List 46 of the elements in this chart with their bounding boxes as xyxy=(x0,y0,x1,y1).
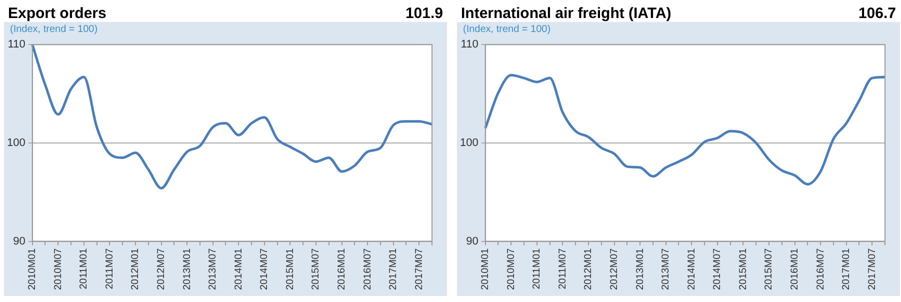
chart-title: Export orders xyxy=(8,5,106,22)
x-tick-label: 2014M01 xyxy=(686,248,698,290)
x-tick-label: 2012M01 xyxy=(130,248,142,290)
x-tick-label: 2015M01 xyxy=(738,248,749,290)
x-tick-label: 2011M01 xyxy=(78,248,90,290)
chart-title: International air freight (IATA) xyxy=(461,5,672,22)
x-tick-label: 2014M01 xyxy=(233,248,244,290)
x-tick-label: 2010M07 xyxy=(52,248,64,290)
x-tick-label: 2011M07 xyxy=(557,248,568,290)
x-tick-label: 2016M01 xyxy=(790,248,801,290)
x-tick-label: 2010M01 xyxy=(27,248,38,290)
y-tick-label: 110 xyxy=(8,38,26,51)
x-tick-label: 2010M01 xyxy=(480,248,492,290)
x-tick-label: 2016M01 xyxy=(336,248,348,290)
x-tick-label: 2010M07 xyxy=(506,248,517,290)
text: 101.9 xyxy=(405,5,443,22)
x-tick-label: 2015M07 xyxy=(310,248,322,290)
x-tick-label: 2014M07 xyxy=(712,248,724,290)
x-tick-label: 2014M07 xyxy=(259,248,270,290)
x-tick-label: 2017M07 xyxy=(866,248,878,290)
text: 106.7 xyxy=(858,5,896,22)
x-tick-label: 2011M07 xyxy=(104,248,116,290)
x-tick-label: 2015M01 xyxy=(284,248,296,290)
x-tick-label: 2013M07 xyxy=(208,248,219,290)
x-tick-label: 2013M01 xyxy=(182,248,193,290)
y-tick-label: 90 xyxy=(13,235,26,248)
x-tick-label: 2017M01 xyxy=(841,248,852,290)
x-tick-label: 2016M07 xyxy=(815,248,826,290)
x-tick-label: 2015M07 xyxy=(764,248,775,290)
x-tick-label: 2013M01 xyxy=(634,248,646,290)
x-tick-label: 2013M07 xyxy=(660,248,672,290)
y-tick-label: 100 xyxy=(6,136,26,149)
x-tick-label: 2012M07 xyxy=(609,248,620,290)
x-tick-label: 2011M01 xyxy=(532,248,543,290)
x-tick-label: 2012M01 xyxy=(583,248,594,290)
x-tick-label: 2016M07 xyxy=(362,248,374,290)
line-series xyxy=(484,74,886,186)
x-tick-label: 2017M01 xyxy=(388,248,400,290)
chart-subtitle: (Index, trend = 100) xyxy=(9,23,99,35)
line-series xyxy=(31,44,434,190)
y-tick-label: 100 xyxy=(460,136,478,149)
y-tick-label: 90 xyxy=(466,235,478,248)
x-tick-label: 2017M07 xyxy=(414,248,425,290)
x-tick-label: 2012M07 xyxy=(156,248,168,290)
chart-subtitle: (Index, trend = 100) xyxy=(462,23,552,35)
y-tick-label: 110 xyxy=(460,38,478,51)
